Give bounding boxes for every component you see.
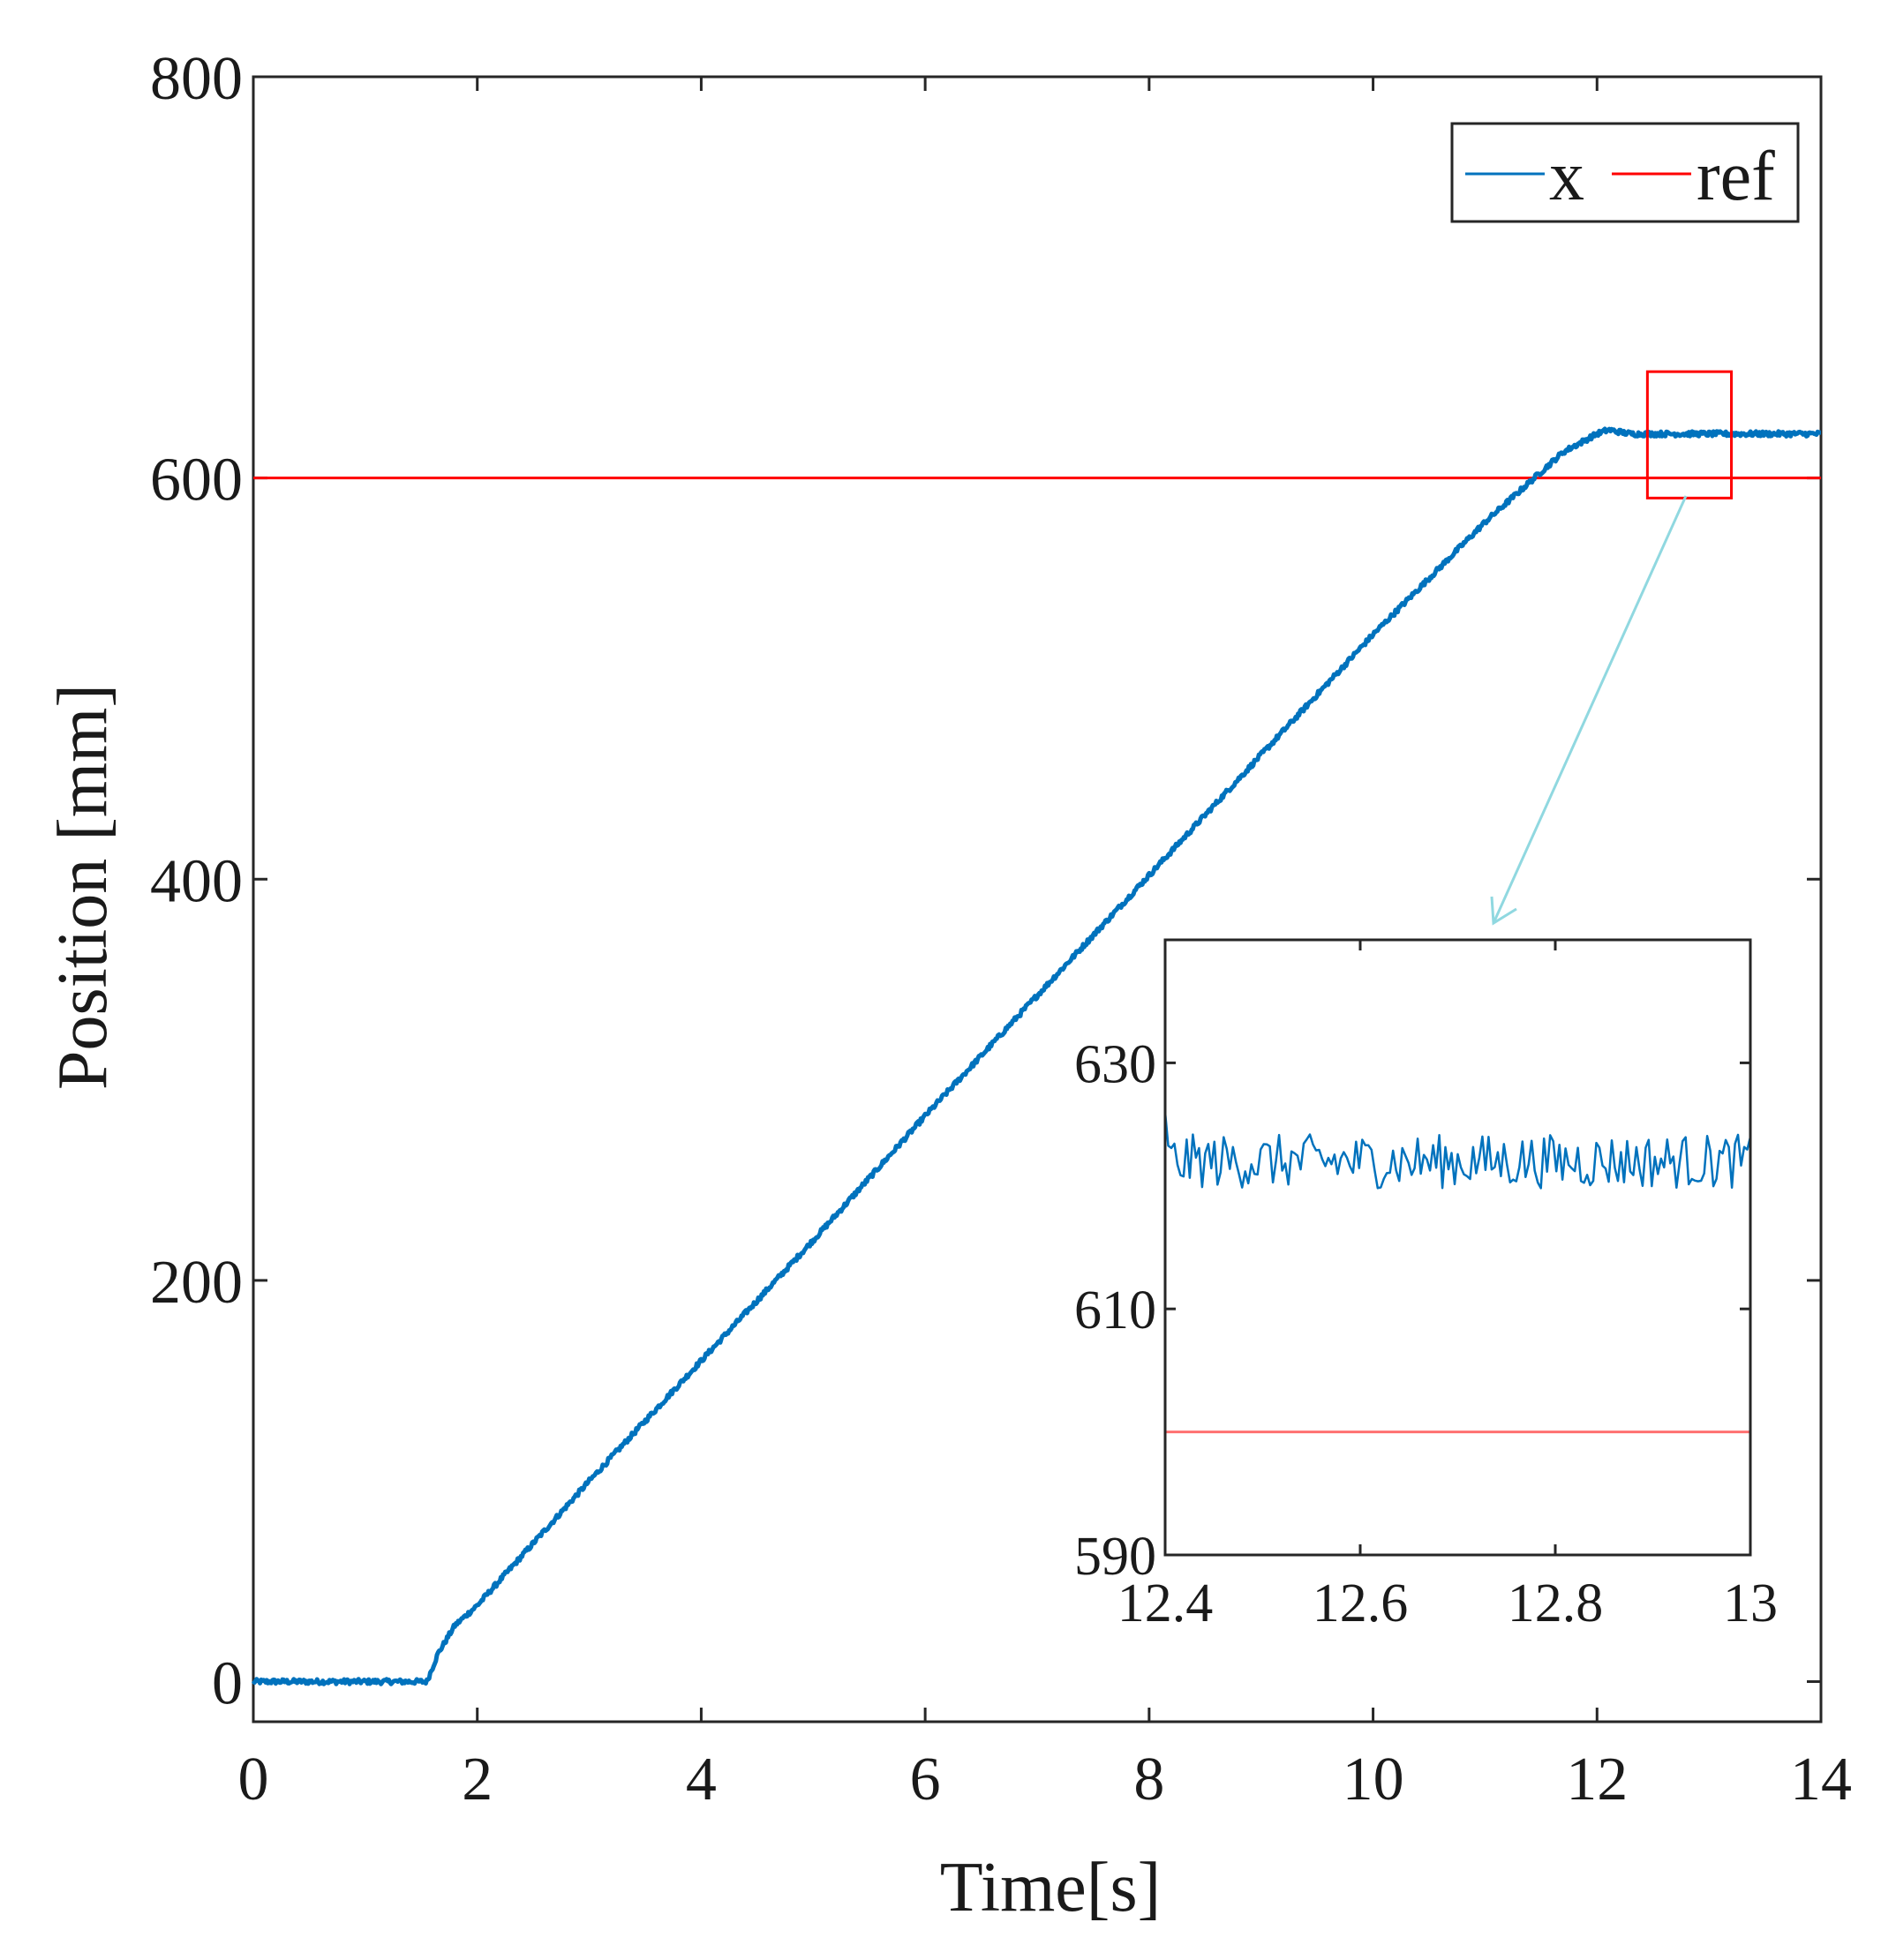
inset-x-tick-label: 12.4 [1117,1573,1214,1633]
legend-ref-label: ref [1697,138,1775,215]
legend: x ref [1450,122,1800,223]
y-axis-title: Position [mm] [44,684,122,1090]
zoom-highlight-box [1645,370,1734,499]
main-y-tick-label: 400 [150,847,243,915]
main-plot-frame [252,75,1823,1723]
legend-x-label: x [1549,138,1584,215]
main-y-tick-label: 0 [212,1650,243,1718]
inset-background [1165,940,1750,1555]
main-y-tick-label: 600 [150,447,243,514]
zoom-arrow [1490,495,1688,926]
zoom-arrow-shaft [1492,495,1688,924]
x-axis-title: Time[s] [940,1849,1161,1926]
inset-x-ticks: 12.4 12.6 12.8 13 [1117,940,1778,1633]
main-x-tick-label: 14 [1790,1746,1852,1814]
main-x-tick-label: 2 [462,1746,493,1814]
main-x-ticks: 0 2 4 6 8 10 12 14 [238,77,1852,1814]
main-x-tick-label: 10 [1343,1746,1404,1814]
inset-x-tick-label: 12.6 [1313,1573,1409,1633]
inset-y-tick-label: 610 [1074,1280,1156,1340]
inset-x-series-line [1163,1112,1752,1190]
main-x-tick-label: 6 [910,1746,941,1814]
main-y-tick-label: 200 [150,1249,243,1317]
inset-y-tick-label: 590 [1074,1527,1156,1587]
main-x-tick-label: 12 [1566,1746,1628,1814]
main-x-tick-label: 0 [238,1746,269,1814]
main-x-tick-label: 4 [686,1746,717,1814]
main-y-tick-label: 800 [150,45,243,113]
main-y-ticks: 0 200 400 600 800 [150,45,1821,1718]
inset-y-tick-label: 630 [1074,1034,1156,1094]
x-series-line [251,426,1823,1686]
main-x-tick-label: 8 [1133,1746,1164,1814]
inset-plot-frame [1163,938,1752,1557]
inset-zoom-plot: 12.4 12.6 12.8 13 590 610 630 [1074,938,1778,1633]
inset-y-ticks: 590 610 630 [1074,1034,1750,1587]
zoom-arrow-head [1490,896,1517,926]
inset-x-tick-label: 13 [1723,1573,1778,1633]
inset-x-tick-label: 12.8 [1508,1573,1604,1633]
